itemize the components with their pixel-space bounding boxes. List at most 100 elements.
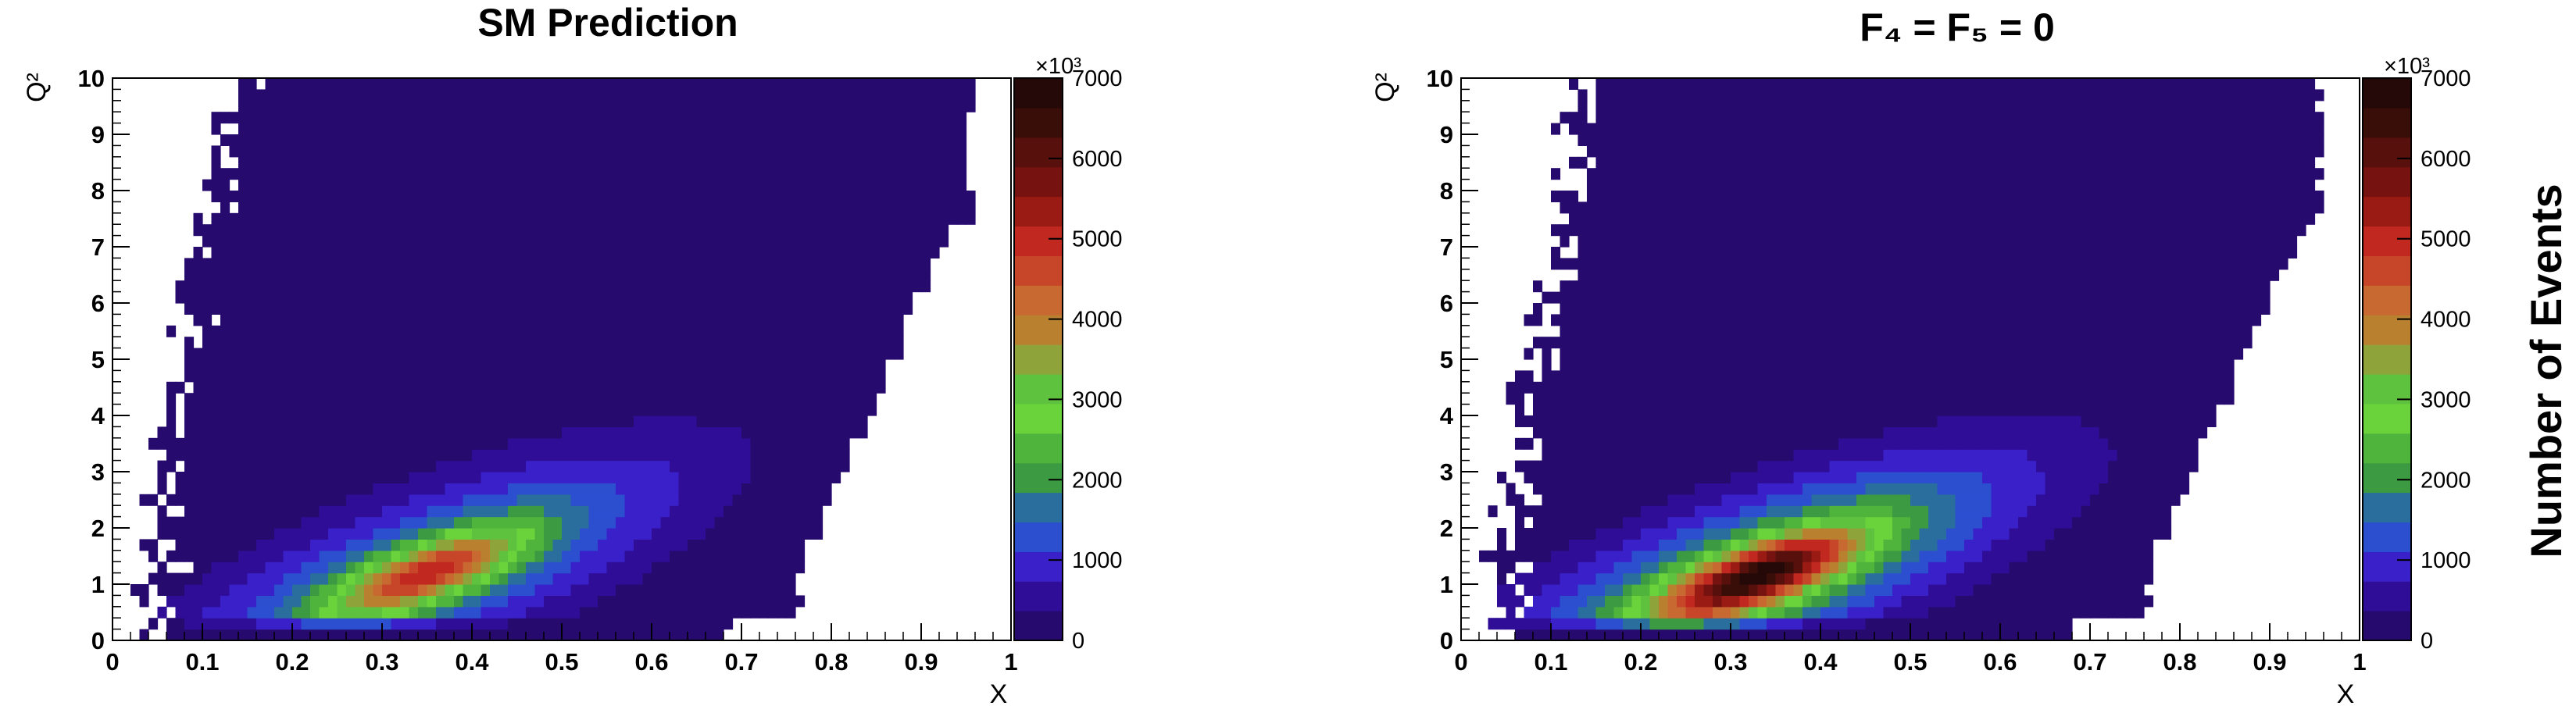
left-heatmap-cell [750,247,760,258]
left-heatmap-cell [706,618,716,630]
left-heatmap-cell [247,348,257,360]
left-heatmap-cell [445,280,455,293]
left-heatmap-cell [454,145,464,158]
left-heatmap-cell [606,314,616,326]
left-heatmap-cell [570,494,581,506]
right-heatmap-cell [1811,539,1821,551]
left-heatmap-cell [211,460,221,472]
left-heatmap-cell [427,314,437,326]
left-heatmap-cell [562,280,572,293]
left-heatmap-cell [570,370,581,383]
left-heatmap-cell [409,606,419,619]
right-heatmap-cell [1542,494,1552,506]
left-heatmap-cell [714,381,724,394]
right-heatmap-cell [1767,584,1777,596]
left-heatmap-cell [310,381,320,394]
left-heatmap-cell [588,393,598,405]
left-heatmap-cell [598,584,608,596]
right-heatmap-cell [1685,539,1695,551]
left-heatmap-cell [939,134,949,146]
left-heatmap-cell [490,201,500,214]
left-heatmap-cell [768,269,778,281]
left-heatmap-cell [418,224,428,237]
right-heatmap-cell [1542,595,1552,608]
left-heatmap-cell [903,303,913,315]
left-heatmap-cell [346,516,356,529]
left-heatmap-cell [606,460,616,472]
right-heatmap-cell [2009,539,2019,551]
left-heatmap-cell [534,572,545,585]
left-heatmap-cell [606,224,616,237]
left-heatmap-cell [274,359,284,371]
left-heatmap-cell [193,370,203,383]
left-heatmap-cell [337,179,347,191]
left-heatmap-cell [696,550,706,562]
left-heatmap-cell [652,618,662,630]
left-heatmap-cell [409,595,419,608]
left-heatmap-cell [759,168,770,180]
left-heatmap-cell [598,337,608,349]
left-heatmap-cell [283,505,293,518]
right-heatmap-cell [1955,606,1965,619]
left-heatmap-cell [696,123,706,135]
left-heatmap-cell [229,572,239,585]
left-heatmap-cell [840,393,850,405]
left-heatmap-cell [930,78,940,90]
right-heatmap-cell [2000,550,2010,562]
right-heatmap-cell [1955,629,1965,641]
left-heatmap-cell [175,539,185,551]
left-heatmap-cell [660,156,670,169]
left-heatmap-cell [454,370,464,383]
left-heatmap-cell [706,561,716,574]
left-heatmap-cell [652,179,662,191]
left-heatmap-cell [768,112,778,124]
left-heatmap-cell [211,629,221,641]
left-heatmap-cell [283,584,293,596]
right-heatmap-cell [1587,528,1597,540]
right-heatmap-cell [1649,516,1660,529]
right-heatmap-cell [1937,618,1947,630]
left-heatmap-cell [211,606,221,619]
left-heatmap-cell [867,145,877,158]
left-heatmap-cell [247,247,257,258]
left-heatmap-cell [723,618,734,630]
left-heatmap-cell [490,134,500,146]
right-heatmap-cell [1982,516,1992,529]
left-heatmap-cell [238,550,248,562]
left-heatmap-cell [526,303,536,315]
left-heatmap-cell [660,629,670,641]
left-colorbar-swatch [1014,403,1063,434]
right-heatmap-cell [1721,505,1731,518]
right-heatmap-cell [1847,572,1857,585]
right-heatmap-cell [1811,618,1821,630]
left-heatmap-cell [562,325,572,337]
left-heatmap-cell [454,78,464,90]
left-heatmap-cell [382,247,392,258]
right-heatmap-cell [1739,572,1749,585]
left-heatmap-cell [831,393,841,405]
left-heatmap-cell [355,460,365,472]
left-heatmap-cell [562,393,572,405]
left-heatmap-cell [588,89,598,102]
left-heatmap-cell [588,595,598,608]
right-heatmap-cell [1731,606,1741,619]
left-heatmap-cell [319,212,329,225]
left-heatmap-cell [723,303,734,315]
right-heatmap-cell [1838,494,1849,506]
left-heatmap-cell [885,258,895,270]
left-heatmap-cell [606,370,616,383]
right-heatmap-cell [1802,528,1813,540]
left-heatmap-cell [355,224,365,237]
left-heatmap-cell [229,449,239,462]
left-heatmap-cell [337,584,347,596]
left-heatmap-cell [885,247,895,258]
right-heatmap-cell [1856,595,1867,608]
right-heatmap-cell [1785,629,1795,641]
left-heatmap-cell [696,112,706,124]
left-heatmap-cell [445,584,455,596]
right-heatmap-cell [2099,595,2109,608]
right-heatmap-cell [2045,595,2055,608]
left-heatmap-cell [912,201,922,214]
left-heatmap-cell [768,437,778,450]
left-heatmap-cell [418,572,428,585]
